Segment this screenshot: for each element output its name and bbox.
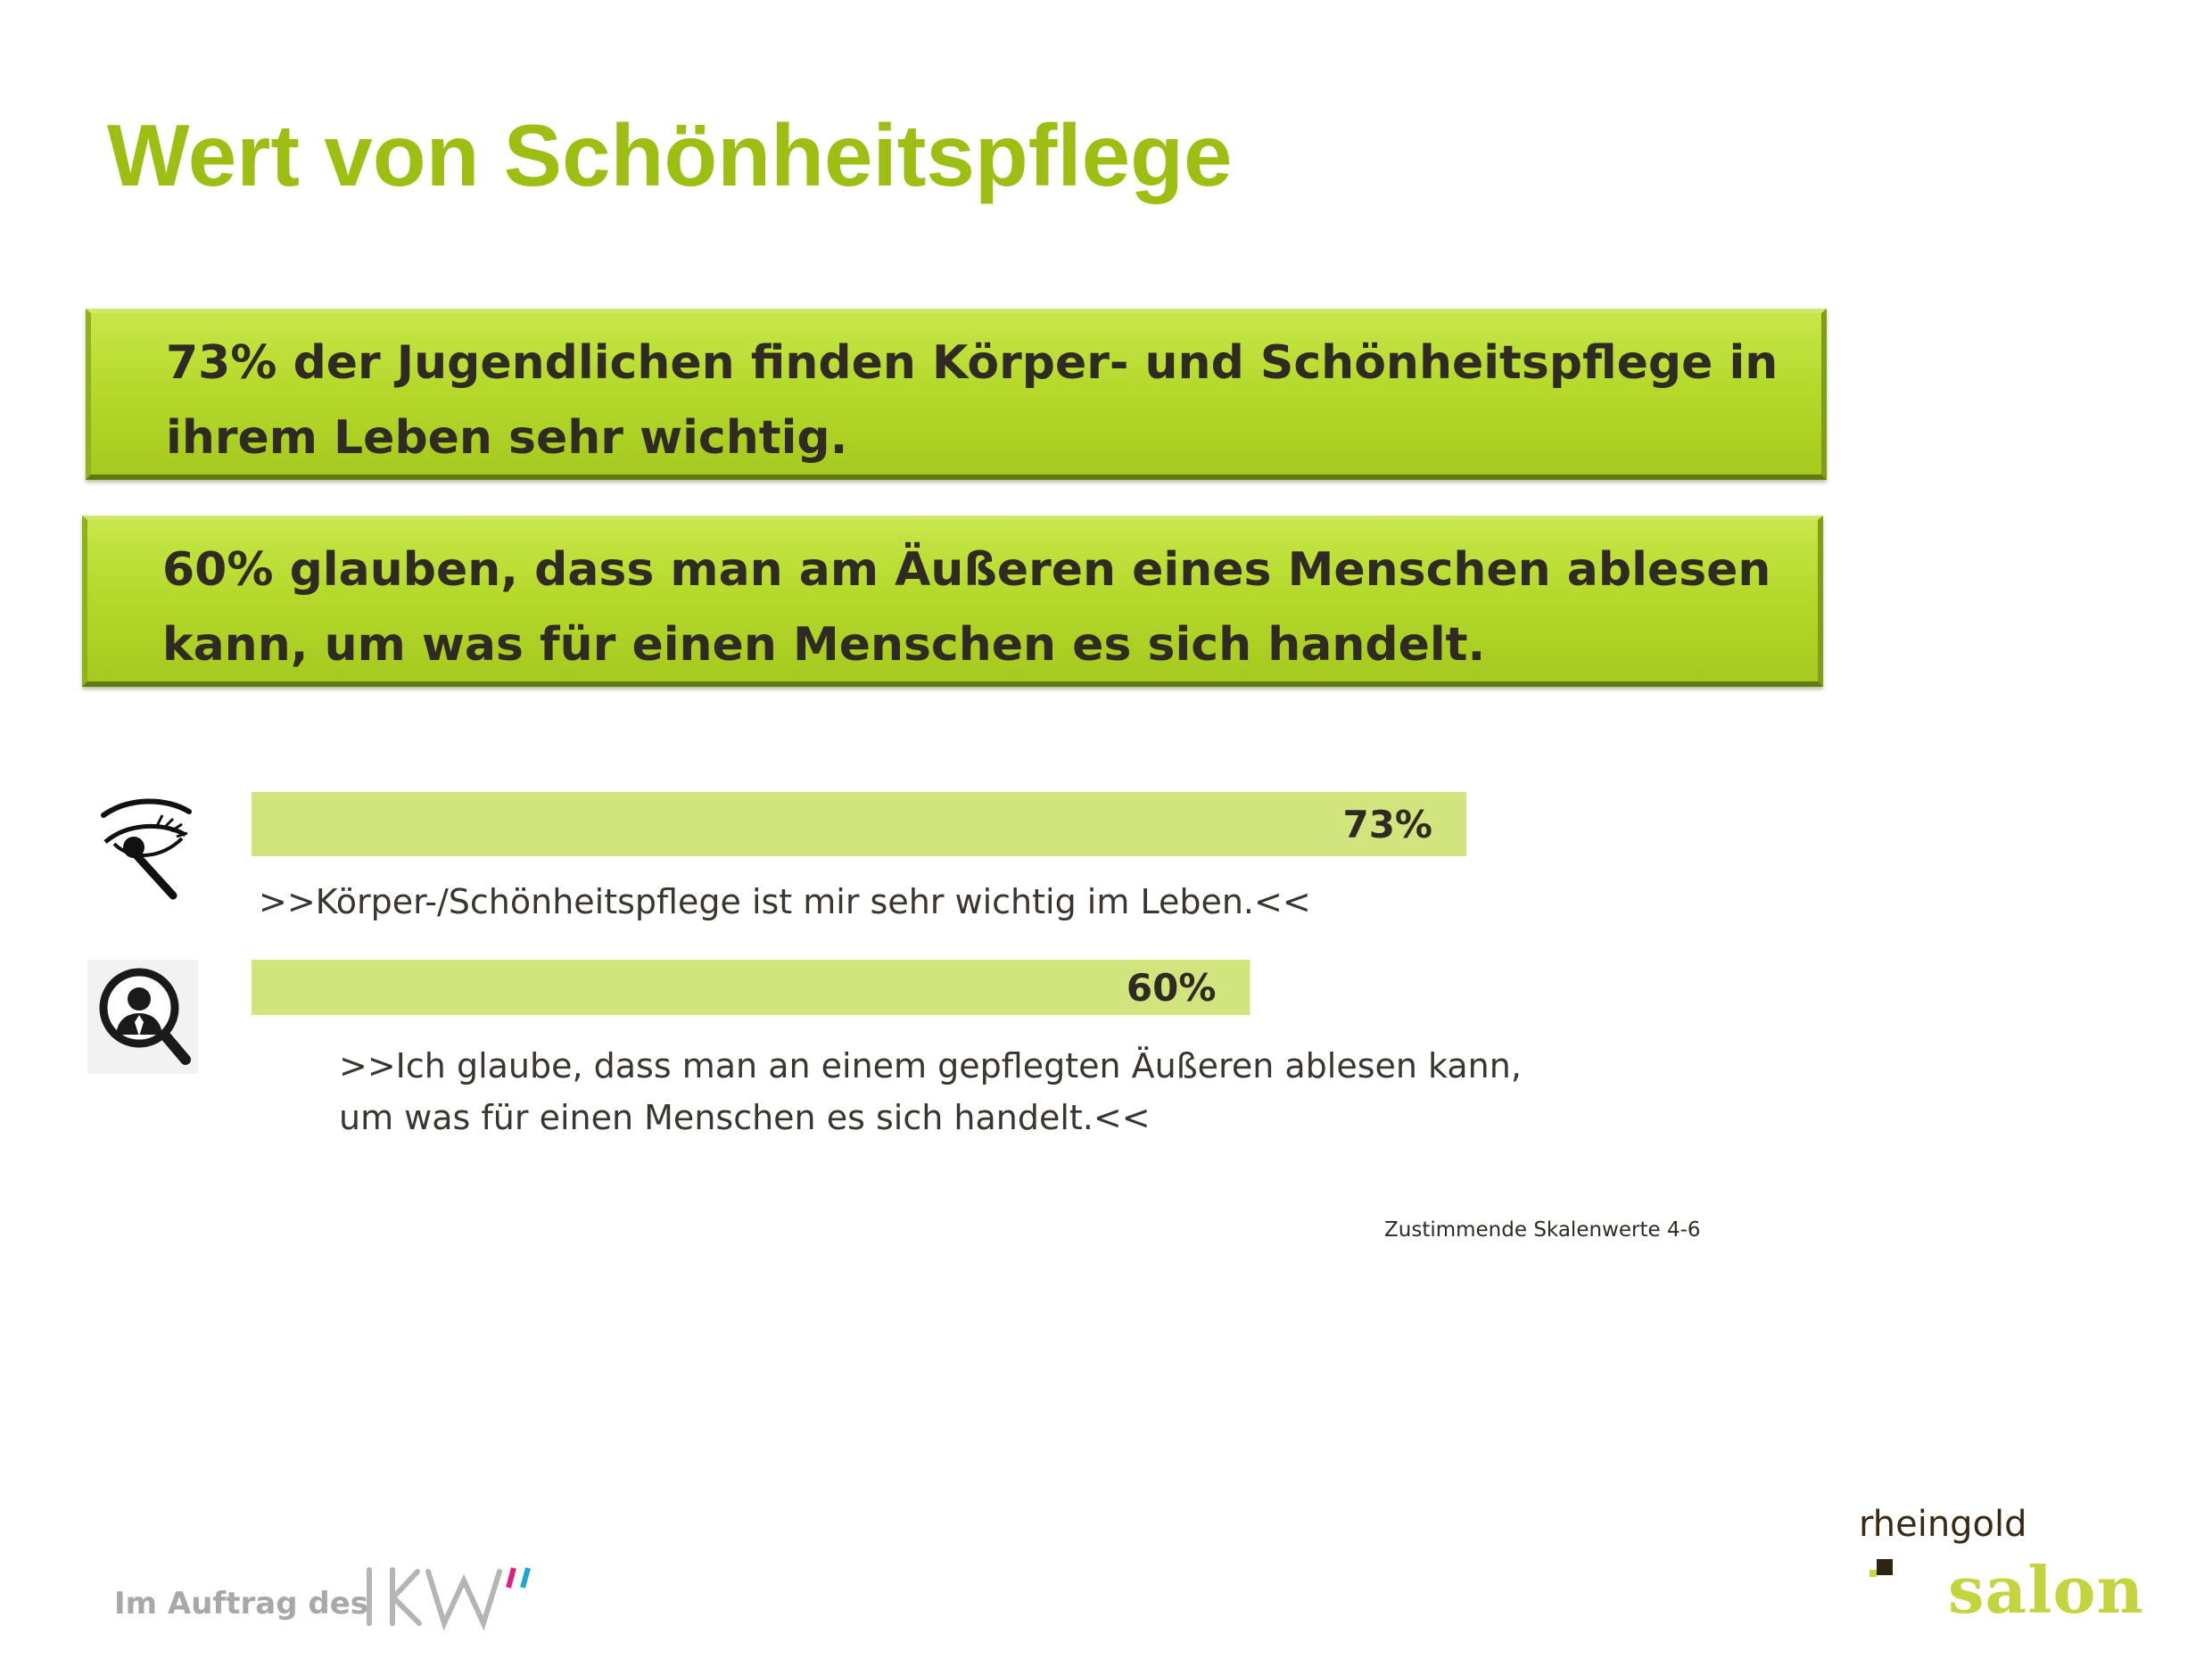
bar-2-value-label: 60% bbox=[1127, 966, 1217, 1010]
page-title: Wert von Schönheitspflege bbox=[107, 106, 1233, 204]
statement-1-line-1: >>Körper-/Schönheitspflege ist mir sehr … bbox=[259, 882, 1311, 921]
bar-1-value-label: 73% bbox=[1342, 803, 1432, 846]
person-magnifier-icon bbox=[87, 960, 198, 1074]
statement-1: >>Körper-/Schönheitspflege ist mir sehr … bbox=[259, 876, 1311, 928]
statement-2-line-2: um was für einen Menschen es sich handel… bbox=[339, 1098, 1151, 1137]
ikw-logo bbox=[367, 1567, 531, 1631]
eye-with-mascara-icon bbox=[93, 796, 198, 901]
key-finding-text-2: 60% glauben, dass man am Äußeren eines M… bbox=[162, 543, 1771, 672]
bar-2 bbox=[252, 960, 1250, 1015]
agency-sub: salon bbox=[1948, 1552, 2144, 1628]
key-finding-banner-2: 60% glauben, dass man am Äußeren eines M… bbox=[82, 516, 1823, 687]
agency-mark bbox=[1877, 1559, 1893, 1575]
statement-2: >>Ich glaube, dass man an einem gepflegt… bbox=[339, 1040, 1522, 1143]
scale-note: Zustimmende Skalenwerte 4-6 bbox=[1384, 1218, 1701, 1242]
key-finding-text-1: 73% der Jugendlichen finden Körper- und … bbox=[166, 336, 1779, 465]
agency-name: rheingold bbox=[1859, 1504, 2027, 1545]
bar-1 bbox=[252, 792, 1466, 856]
key-finding-banner-1: 73% der Jugendlichen finden Körper- und … bbox=[86, 309, 1827, 480]
commissioned-by-text: Im Auftrag des bbox=[114, 1586, 368, 1622]
statement-2-line-1: >>Ich glaube, dass man an einem gepflegt… bbox=[339, 1046, 1522, 1085]
agency-mark-accent bbox=[1869, 1570, 1877, 1577]
